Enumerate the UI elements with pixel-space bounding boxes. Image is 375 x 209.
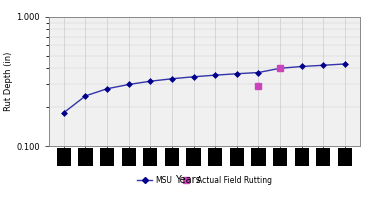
Y-axis label: Rut Depth (in): Rut Depth (in)	[4, 52, 13, 111]
Text: Years: Years	[175, 175, 200, 185]
Legend: MSU, Actual Field Rutting: MSU, Actual Field Rutting	[137, 176, 272, 185]
